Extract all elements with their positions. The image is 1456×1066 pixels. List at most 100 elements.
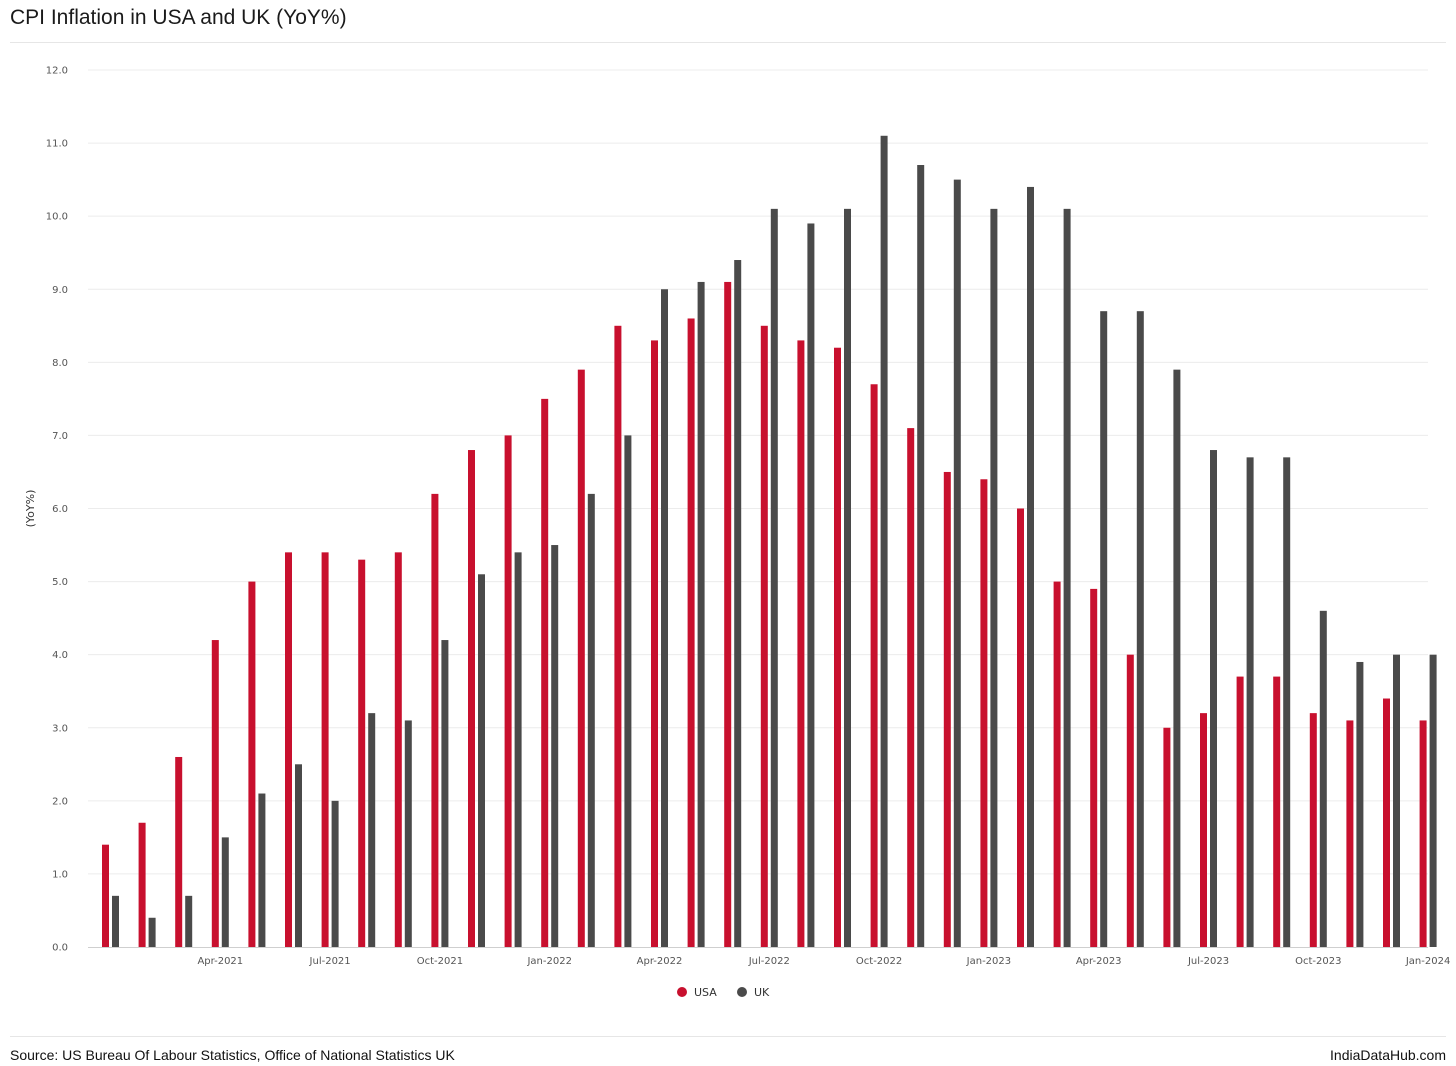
x-tick-label: Apr-2021 [197, 956, 243, 967]
legend-swatch [737, 987, 747, 997]
bar-usa-may-2023[interactable] [1126, 654, 1134, 947]
bar-usa-dec-2023[interactable] [1383, 698, 1390, 947]
bar-usa-nov-2023[interactable] [1346, 720, 1354, 947]
bar-uk-jun-2022[interactable] [734, 260, 742, 947]
legend-label: UK [754, 986, 770, 999]
bar-usa-jul-2021[interactable] [321, 552, 329, 947]
y-tick-label: 4.0 [52, 650, 68, 661]
bar-usa-sep-2023[interactable] [1273, 676, 1281, 947]
bar-uk-dec-2022[interactable] [953, 179, 961, 947]
x-tick-label: Oct-2023 [1295, 956, 1341, 967]
x-tick-label: Jan-2024 [1405, 956, 1450, 967]
bar-uk-nov-2022[interactable] [917, 165, 925, 948]
bar-usa-mar-2021[interactable] [175, 756, 183, 947]
bar-usa-sep-2021[interactable] [394, 552, 402, 947]
x-tick-label: Oct-2021 [417, 956, 463, 967]
bar-uk-oct-2021[interactable] [441, 640, 449, 947]
bar-uk-jul-2022[interactable] [770, 208, 778, 947]
brand-link[interactable]: IndiaDataHub.com [1330, 1047, 1446, 1063]
bar-uk-oct-2022[interactable] [880, 135, 888, 947]
bar-uk-jun-2021[interactable] [295, 764, 302, 947]
bar-usa-sep-2022[interactable] [834, 347, 841, 947]
y-tick-label: 3.0 [52, 723, 68, 734]
bar-usa-jan-2024[interactable] [1419, 720, 1427, 947]
bar-usa-dec-2021[interactable] [504, 435, 512, 947]
y-tick-label: 7.0 [52, 431, 68, 442]
bar-uk-mar-2021[interactable] [185, 895, 193, 947]
bar-usa-jan-2022[interactable] [541, 398, 549, 947]
x-tick-label: Jul-2023 [1187, 956, 1229, 967]
bar-usa-jun-2022[interactable] [724, 281, 732, 948]
x-tick-label: Jan-2023 [966, 956, 1011, 967]
bar-uk-dec-2021[interactable] [514, 552, 522, 947]
bar-uk-jan-2021[interactable] [112, 895, 119, 947]
bar-uk-sep-2023[interactable] [1283, 457, 1291, 947]
bar-uk-jul-2023[interactable] [1210, 450, 1217, 947]
y-tick-label: 10.0 [46, 212, 68, 223]
bar-usa-feb-2023[interactable] [1017, 508, 1024, 948]
bar-uk-mar-2023[interactable] [1063, 208, 1071, 947]
y-tick-label: 1.0 [52, 869, 68, 880]
bar-usa-may-2021[interactable] [248, 581, 256, 947]
x-tick-label: Jul-2022 [748, 956, 790, 967]
bar-uk-sep-2021[interactable] [404, 720, 412, 947]
x-tick-label: Apr-2023 [1076, 956, 1122, 967]
legend: USA UK [677, 986, 770, 999]
legend-item-uk[interactable]: UK [737, 986, 770, 999]
bar-usa-mar-2022[interactable] [614, 325, 622, 948]
bar-uk-apr-2023[interactable] [1100, 311, 1108, 947]
bar-uk-jan-2023[interactable] [990, 208, 998, 947]
bar-uk-apr-2021[interactable] [221, 837, 229, 947]
header-divider [10, 42, 1446, 43]
bar-uk-may-2021[interactable] [258, 793, 266, 947]
bar-usa-jul-2022[interactable] [760, 325, 768, 948]
bar-uk-may-2022[interactable] [697, 281, 705, 948]
bar-uk-nov-2021[interactable] [478, 574, 485, 947]
source-note: Source: US Bureau Of Labour Statistics, … [10, 1047, 455, 1063]
bar-usa-feb-2022[interactable] [577, 369, 585, 947]
chart-title: CPI Inflation in USA and UK (YoY%) [10, 6, 347, 29]
bar-usa-oct-2021[interactable] [431, 493, 439, 947]
bar-usa-jun-2021[interactable] [285, 552, 292, 947]
bar-uk-dec-2023[interactable] [1393, 654, 1400, 947]
bar-uk-feb-2022[interactable] [587, 493, 595, 947]
bar-uk-feb-2023[interactable] [1027, 186, 1034, 947]
bar-usa-jul-2023[interactable] [1200, 713, 1207, 947]
bar-uk-aug-2022[interactable] [807, 223, 815, 948]
bar-usa-aug-2021[interactable] [358, 559, 366, 947]
bar-uk-sep-2022[interactable] [844, 208, 851, 947]
bar-uk-mar-2022[interactable] [624, 435, 632, 947]
bar-usa-apr-2023[interactable] [1090, 588, 1098, 947]
bar-usa-apr-2021[interactable] [211, 640, 219, 947]
bar-uk-oct-2023[interactable] [1319, 610, 1327, 947]
bar-usa-mar-2023[interactable] [1053, 581, 1061, 947]
bar-usa-may-2022[interactable] [687, 318, 695, 947]
legend-item-usa[interactable]: USA [677, 986, 717, 999]
bar-usa-jan-2023[interactable] [980, 479, 988, 947]
y-tick-label: 12.0 [46, 66, 68, 77]
bar-uk-aug-2023[interactable] [1246, 457, 1254, 947]
bar-usa-dec-2022[interactable] [943, 471, 951, 947]
bar-usa-oct-2022[interactable] [870, 384, 878, 948]
bar-usa-apr-2022[interactable] [651, 340, 658, 947]
bar-usa-feb-2021[interactable] [138, 822, 146, 947]
bar-uk-nov-2023[interactable] [1356, 661, 1364, 947]
bar-uk-jan-2024[interactable] [1429, 654, 1437, 947]
bar-usa-jun-2023[interactable] [1163, 727, 1171, 947]
bar-uk-jun-2023[interactable] [1173, 369, 1181, 947]
y-axis-label: (YoY%) [24, 490, 37, 528]
gridlines [88, 69, 1428, 875]
bar-uk-jan-2022[interactable] [551, 545, 559, 947]
bar-uk-may-2023[interactable] [1136, 311, 1144, 947]
bar-uk-apr-2022[interactable] [661, 289, 668, 947]
bar-usa-aug-2022[interactable] [797, 340, 805, 947]
bar-uk-feb-2021[interactable] [148, 917, 156, 947]
x-tick-label: Jan-2022 [526, 956, 571, 967]
bar-usa-aug-2023[interactable] [1236, 676, 1244, 947]
bar-usa-nov-2021[interactable] [468, 450, 475, 947]
bar-usa-oct-2023[interactable] [1309, 713, 1317, 947]
bar-usa-jan-2021[interactable] [102, 844, 109, 947]
bar-uk-jul-2021[interactable] [331, 800, 339, 947]
bar-usa-nov-2022[interactable] [907, 428, 915, 947]
bar-uk-aug-2021[interactable] [368, 713, 376, 947]
